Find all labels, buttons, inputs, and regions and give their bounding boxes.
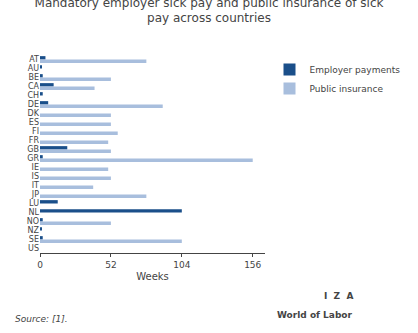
svg-text:FI: FI (32, 127, 39, 136)
svg-text:World of Labor: World of Labor (277, 310, 353, 320)
svg-text:AT: AT (29, 55, 39, 64)
svg-text:NL: NL (29, 208, 40, 217)
svg-text:I Z A: I Z A (324, 291, 353, 301)
svg-text:DE: DE (28, 100, 39, 109)
svg-text:CA: CA (28, 82, 40, 91)
svg-text:DK: DK (28, 109, 40, 118)
svg-text:IS: IS (32, 172, 39, 181)
svg-text:GR: GR (27, 154, 39, 163)
svg-text:104: 104 (173, 260, 190, 270)
svg-text:JP: JP (31, 190, 39, 199)
svg-text:Employer payments: Employer payments (310, 65, 401, 75)
svg-text:GB: GB (27, 145, 39, 154)
svg-text:NZ: NZ (28, 226, 40, 235)
svg-text:156: 156 (244, 260, 261, 270)
svg-text:US: US (28, 244, 39, 253)
svg-text:Public insurance: Public insurance (310, 84, 384, 94)
svg-text:LU: LU (29, 199, 39, 208)
svg-text:SE: SE (29, 235, 39, 244)
svg-text:52: 52 (105, 260, 116, 270)
svg-text:AU: AU (28, 64, 39, 73)
svg-text:Source: [1].: Source: [1]. (15, 314, 68, 324)
svg-text:Mandatory employer sick pay an: Mandatory employer sick pay and public i… (35, 0, 384, 25)
svg-text:BE: BE (28, 73, 39, 82)
svg-text:FR: FR (29, 136, 40, 145)
svg-text:Weeks: Weeks (136, 271, 169, 282)
svg-text:CH: CH (27, 91, 39, 100)
svg-text:IT: IT (32, 181, 39, 190)
svg-text:NO: NO (27, 217, 39, 226)
svg-text:0: 0 (37, 260, 43, 270)
svg-text:ES: ES (29, 118, 39, 127)
svg-text:IE: IE (32, 163, 39, 172)
